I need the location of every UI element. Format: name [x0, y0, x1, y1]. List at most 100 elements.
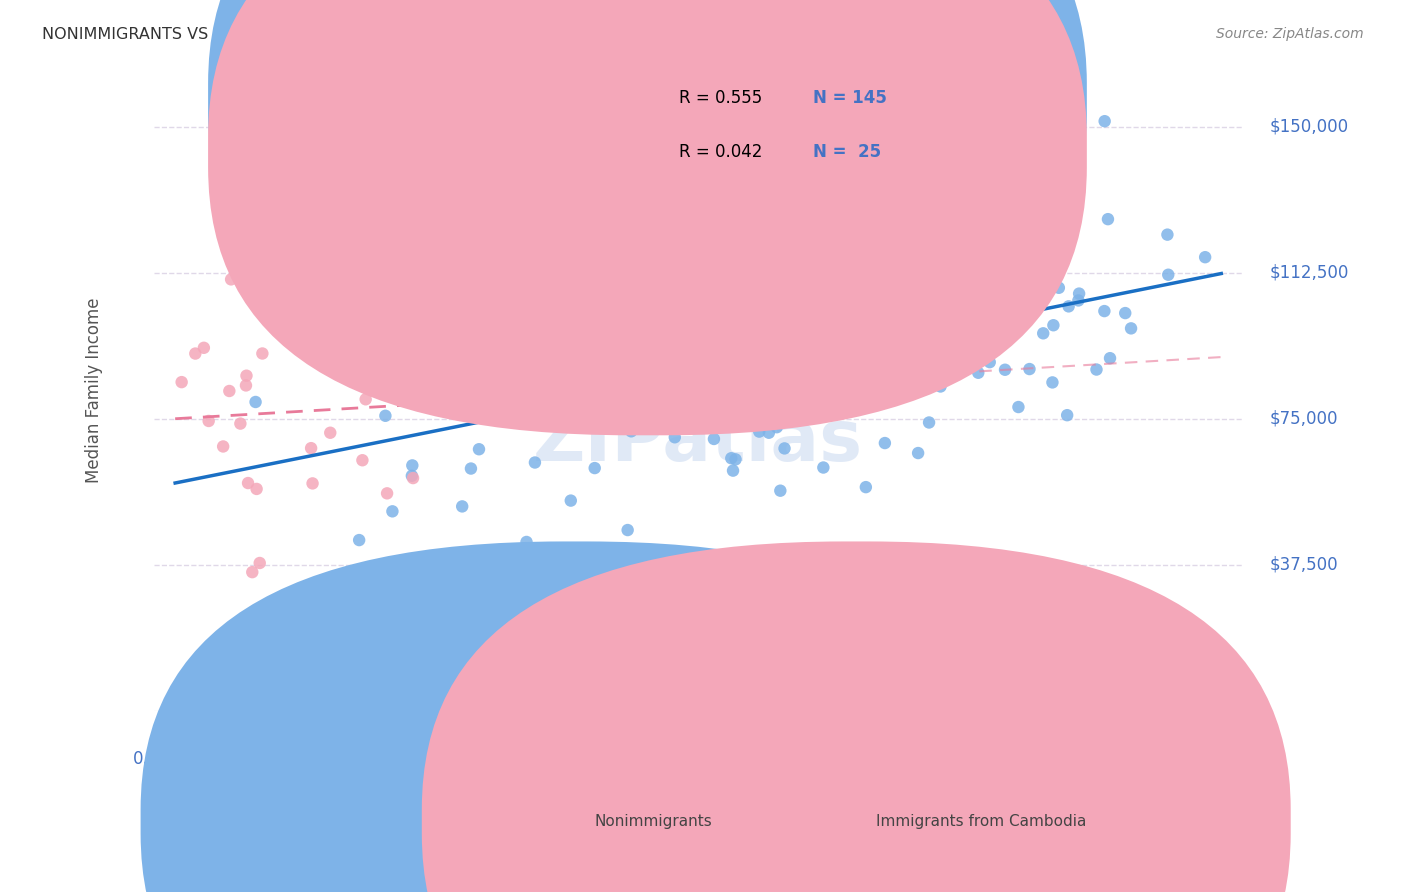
Point	[1156, 227, 1178, 242]
Point	[872, 301, 894, 316]
Point	[832, 262, 855, 277]
Point	[1005, 227, 1028, 242]
Point	[1085, 362, 1108, 376]
Point	[547, 314, 569, 328]
Point	[484, 295, 506, 310]
Point	[703, 432, 725, 446]
Point	[914, 356, 936, 370]
Point	[671, 382, 693, 396]
Point	[927, 357, 949, 371]
Point	[245, 395, 267, 409]
Point	[380, 307, 402, 321]
Point	[837, 317, 859, 331]
Point	[354, 392, 377, 407]
Point	[880, 163, 903, 178]
Point	[897, 244, 920, 258]
Point	[583, 461, 606, 475]
Point	[813, 460, 835, 475]
Point	[1069, 286, 1091, 301]
Point	[352, 453, 374, 467]
Point	[1031, 200, 1053, 214]
Text: R = 0.042: R = 0.042	[679, 143, 762, 161]
Point	[1094, 114, 1116, 128]
Point	[648, 392, 671, 406]
Point	[720, 415, 742, 429]
Text: $112,500: $112,500	[1270, 264, 1348, 282]
Point	[1157, 268, 1180, 282]
Point	[236, 476, 259, 491]
Text: Source: ZipAtlas.com: Source: ZipAtlas.com	[1216, 27, 1364, 41]
Point	[481, 407, 503, 421]
Point	[299, 441, 322, 455]
Point	[1114, 306, 1136, 320]
Point	[212, 440, 235, 454]
Point	[807, 234, 830, 248]
Text: NONIMMIGRANTS VS IMMIGRANTS FROM CAMBODIA MEDIAN FAMILY INCOME CORRELATION CHART: NONIMMIGRANTS VS IMMIGRANTS FROM CAMBODI…	[42, 27, 838, 42]
Point	[825, 395, 848, 409]
Point	[1098, 351, 1121, 366]
Text: Immigrants from Cambodia: Immigrants from Cambodia	[876, 814, 1087, 829]
Point	[434, 256, 457, 270]
Point	[943, 283, 966, 297]
Point	[955, 203, 977, 218]
Point	[929, 334, 952, 348]
Point	[859, 351, 882, 366]
Point	[1194, 250, 1216, 264]
Point	[249, 556, 271, 570]
Text: Median Family Income: Median Family Income	[86, 297, 104, 483]
Point	[554, 329, 576, 343]
Point	[998, 291, 1021, 305]
Point	[842, 299, 865, 313]
Point	[533, 352, 555, 367]
Point	[936, 314, 959, 328]
Point	[673, 398, 696, 412]
Point	[600, 415, 623, 429]
Point	[347, 533, 370, 547]
Point	[1018, 306, 1040, 320]
Point	[620, 425, 643, 439]
Point	[863, 313, 886, 327]
Point	[588, 361, 610, 376]
Text: $37,500: $37,500	[1270, 556, 1339, 574]
Point	[460, 461, 482, 475]
Point	[193, 341, 215, 355]
Point	[451, 385, 474, 400]
Point	[319, 425, 342, 440]
Point	[534, 242, 557, 256]
Point	[657, 374, 679, 388]
Point	[716, 371, 738, 385]
Point	[235, 368, 257, 383]
Point	[596, 338, 619, 352]
Point	[571, 385, 593, 400]
Point	[955, 252, 977, 267]
Point	[197, 414, 219, 428]
Point	[645, 368, 668, 382]
Point	[946, 293, 969, 308]
Point	[929, 379, 952, 393]
Point	[246, 482, 269, 496]
Point	[724, 452, 747, 467]
Point	[602, 269, 624, 284]
Point	[967, 366, 990, 380]
Point	[877, 271, 900, 285]
Point	[451, 500, 474, 514]
Point	[616, 523, 638, 537]
Point	[997, 296, 1019, 310]
Point	[560, 366, 582, 380]
Point	[1097, 212, 1119, 227]
Point	[710, 369, 733, 384]
Point	[664, 430, 686, 444]
Point	[745, 327, 768, 342]
Text: N = 145: N = 145	[813, 89, 887, 107]
Point	[1018, 362, 1040, 376]
Point	[734, 372, 756, 386]
Point	[796, 410, 818, 425]
Point	[612, 298, 634, 312]
Point	[441, 401, 464, 415]
Point	[778, 345, 800, 359]
Point	[468, 442, 491, 457]
Point	[721, 304, 744, 318]
Point	[918, 416, 941, 430]
Text: ZIPatlas: ZIPatlas	[533, 407, 863, 475]
Point	[873, 386, 896, 401]
